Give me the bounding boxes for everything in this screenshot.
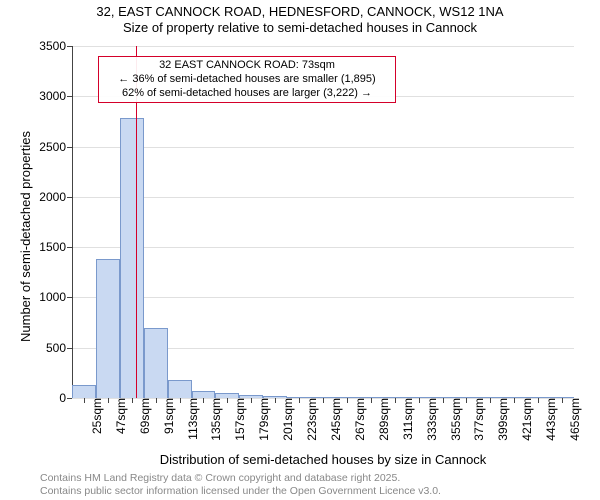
histogram-bar xyxy=(192,391,216,398)
x-tick-label: 465sqm xyxy=(566,398,582,441)
x-tick-mark xyxy=(562,398,563,403)
callout-line: 62% of semi-detached houses are larger (… xyxy=(103,87,391,101)
grid-line xyxy=(72,197,574,198)
footer-line-2: Contains public sector information licen… xyxy=(40,485,600,498)
x-tick-mark xyxy=(180,398,181,403)
x-tick-label: 421sqm xyxy=(518,398,534,441)
grid-line xyxy=(72,147,574,148)
x-tick-label: 157sqm xyxy=(231,398,247,441)
x-tick-label: 333sqm xyxy=(423,398,439,441)
y-tick-label: 1000 xyxy=(39,290,72,304)
x-tick-label: 245sqm xyxy=(327,398,343,441)
x-tick-mark xyxy=(203,398,204,403)
x-tick-mark xyxy=(323,398,324,403)
y-tick-label: 2500 xyxy=(39,140,72,154)
x-tick-label: 223sqm xyxy=(303,398,319,441)
x-tick-mark xyxy=(466,398,467,403)
x-tick-label: 69sqm xyxy=(136,398,152,434)
y-axis-line xyxy=(72,46,73,398)
x-tick-label: 267sqm xyxy=(351,398,367,441)
grid-line xyxy=(72,46,574,47)
x-tick-label: 25sqm xyxy=(88,398,104,434)
x-tick-label: 377sqm xyxy=(470,398,486,441)
x-tick-mark xyxy=(514,398,515,403)
x-tick-mark xyxy=(108,398,109,403)
x-tick-mark xyxy=(275,398,276,403)
x-tick-label: 113sqm xyxy=(184,398,200,440)
footer-line-1: Contains HM Land Registry data © Crown c… xyxy=(40,472,600,485)
x-tick-mark xyxy=(227,398,228,403)
y-tick-label: 500 xyxy=(46,341,72,355)
title-line-1: 32, EAST CANNOCK ROAD, HEDNESFORD, CANNO… xyxy=(0,4,600,20)
footer-attribution: Contains HM Land Registry data © Crown c… xyxy=(0,472,600,498)
y-tick-label: 2000 xyxy=(39,190,72,204)
x-tick-label: 399sqm xyxy=(494,398,510,441)
x-tick-label: 47sqm xyxy=(112,398,128,434)
x-tick-label: 135sqm xyxy=(207,398,223,441)
x-tick-mark xyxy=(419,398,420,403)
callout-box: 32 EAST CANNOCK ROAD: 73sqm← 36% of semi… xyxy=(98,56,396,103)
x-tick-mark xyxy=(490,398,491,403)
y-tick-label: 0 xyxy=(59,391,72,405)
x-tick-mark xyxy=(371,398,372,403)
grid-line xyxy=(72,297,574,298)
x-tick-mark xyxy=(347,398,348,403)
callout-line: 32 EAST CANNOCK ROAD: 73sqm xyxy=(103,59,391,73)
x-tick-mark xyxy=(156,398,157,403)
x-axis-title: Distribution of semi-detached houses by … xyxy=(72,452,574,467)
x-tick-mark xyxy=(299,398,300,403)
histogram-bar xyxy=(72,385,96,398)
x-tick-label: 179sqm xyxy=(255,398,271,441)
chart-title: 32, EAST CANNOCK ROAD, HEDNESFORD, CANNO… xyxy=(0,4,600,37)
x-tick-mark xyxy=(443,398,444,403)
x-tick-mark xyxy=(84,398,85,403)
x-tick-mark xyxy=(395,398,396,403)
x-tick-label: 355sqm xyxy=(447,398,463,441)
x-tick-mark xyxy=(251,398,252,403)
histogram-bar xyxy=(144,328,168,398)
callout-line: ← 36% of semi-detached houses are smalle… xyxy=(103,73,391,87)
title-line-2: Size of property relative to semi-detach… xyxy=(0,20,600,36)
y-tick-label: 3000 xyxy=(39,89,72,103)
y-tick-label: 1500 xyxy=(39,240,72,254)
x-tick-mark xyxy=(538,398,539,403)
x-tick-label: 289sqm xyxy=(375,398,391,441)
y-tick-label: 3500 xyxy=(39,39,72,53)
histogram-bar xyxy=(168,380,192,398)
y-axis-title: Number of semi-detached properties xyxy=(18,131,33,342)
grid-line xyxy=(72,247,574,248)
x-tick-label: 311sqm xyxy=(399,398,415,440)
x-tick-mark xyxy=(132,398,133,403)
chart-container: 32, EAST CANNOCK ROAD, HEDNESFORD, CANNO… xyxy=(0,0,600,500)
histogram-bar xyxy=(96,259,120,398)
histogram-bar xyxy=(120,118,144,398)
x-tick-label: 91sqm xyxy=(160,398,176,434)
x-tick-label: 443sqm xyxy=(542,398,558,441)
x-tick-label: 201sqm xyxy=(279,398,295,441)
